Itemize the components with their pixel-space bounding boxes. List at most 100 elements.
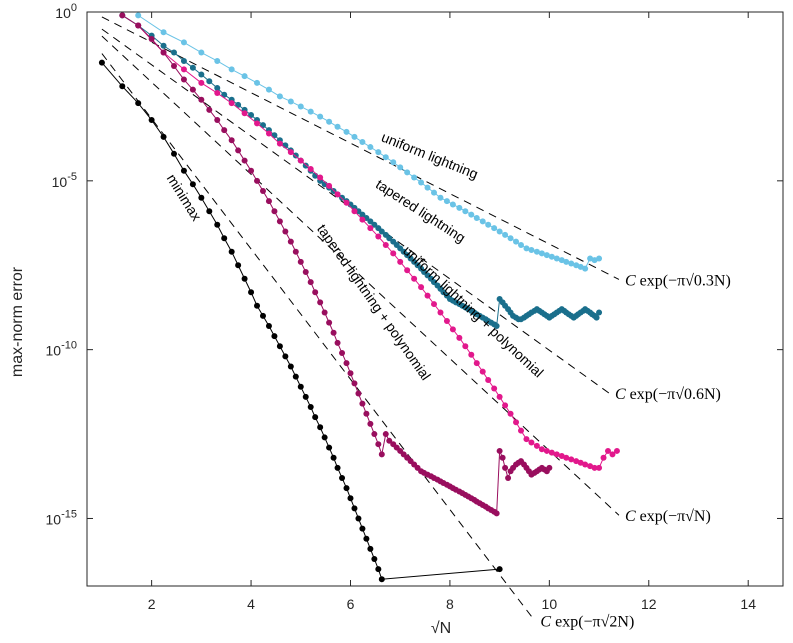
data-point bbox=[339, 350, 346, 357]
data-point bbox=[359, 211, 366, 218]
data-point bbox=[307, 108, 314, 115]
data-point bbox=[287, 149, 294, 156]
data-point bbox=[371, 555, 378, 562]
data-point bbox=[228, 248, 235, 255]
data-point bbox=[160, 42, 167, 49]
data-point bbox=[276, 218, 283, 225]
y-tick-label: 10-15 bbox=[46, 508, 77, 527]
data-point bbox=[375, 441, 382, 448]
x-tick-label: 2 bbox=[148, 596, 156, 612]
data-point bbox=[367, 420, 374, 427]
data-point bbox=[367, 225, 374, 232]
reference-lines: C exp(−π√0.3N) C exp(−π√0.6N) C exp(−π√N) C… bbox=[101, 16, 731, 630]
data-point bbox=[468, 351, 475, 358]
data-point bbox=[334, 123, 341, 130]
data-point bbox=[600, 454, 607, 461]
x-tick-label: 14 bbox=[740, 596, 756, 612]
data-point bbox=[276, 140, 283, 147]
reference-line bbox=[101, 35, 620, 516]
data-point bbox=[523, 245, 530, 252]
data-point bbox=[317, 424, 324, 431]
data-point bbox=[235, 147, 242, 154]
data-point bbox=[241, 275, 248, 282]
data-point bbox=[533, 442, 540, 449]
data-point bbox=[297, 157, 304, 164]
data-point bbox=[367, 218, 374, 225]
data-point bbox=[596, 309, 603, 316]
data-point bbox=[221, 235, 228, 242]
data-point bbox=[343, 485, 350, 492]
data-point bbox=[382, 241, 389, 248]
data-point bbox=[214, 84, 221, 91]
data-point bbox=[431, 189, 438, 196]
data-point bbox=[198, 96, 205, 103]
data-point bbox=[282, 228, 289, 235]
data-point bbox=[347, 370, 354, 377]
data-point bbox=[135, 22, 142, 29]
data-point bbox=[359, 400, 366, 407]
data-point bbox=[221, 127, 228, 134]
data-point bbox=[507, 235, 514, 242]
plot-border bbox=[86, 11, 784, 587]
data-point bbox=[462, 343, 469, 350]
data-point bbox=[363, 410, 370, 417]
data-point bbox=[479, 218, 486, 225]
data-point bbox=[180, 66, 187, 73]
data-point bbox=[307, 166, 314, 173]
data-point bbox=[198, 71, 205, 78]
data-point bbox=[160, 49, 167, 56]
curve-label: tapered lightning + polynomial bbox=[314, 221, 434, 383]
data-point bbox=[135, 12, 142, 19]
data-point bbox=[351, 505, 358, 512]
data-point bbox=[568, 260, 575, 267]
data-point bbox=[206, 208, 213, 215]
data-point bbox=[235, 262, 242, 269]
series-line bbox=[137, 14, 600, 270]
data-point bbox=[378, 451, 385, 458]
data-point bbox=[302, 268, 309, 275]
data-point bbox=[563, 454, 570, 461]
data-point bbox=[171, 63, 177, 70]
data-point bbox=[334, 191, 341, 198]
data-point bbox=[593, 314, 600, 321]
x-tick-label: 4 bbox=[247, 596, 255, 612]
data-point bbox=[189, 86, 196, 93]
data-point bbox=[456, 334, 463, 341]
data-point bbox=[214, 221, 221, 228]
data-point bbox=[355, 390, 362, 397]
data-point bbox=[518, 241, 525, 248]
data-point bbox=[276, 93, 283, 100]
data-point bbox=[334, 464, 341, 471]
plot-frame bbox=[86, 11, 784, 587]
data-point bbox=[241, 73, 248, 80]
data-point bbox=[496, 393, 503, 400]
curve-label: uniform lightning bbox=[379, 129, 480, 182]
reference-line bbox=[101, 53, 535, 621]
data-point bbox=[404, 169, 411, 176]
data-point bbox=[254, 177, 261, 184]
data-point bbox=[371, 221, 378, 228]
data-point bbox=[443, 198, 450, 205]
data-point bbox=[513, 238, 520, 245]
data-point bbox=[180, 76, 187, 83]
data-point bbox=[180, 57, 187, 64]
data-point bbox=[437, 309, 444, 316]
reference-line-label: C exp(−π√2N) bbox=[540, 613, 634, 630]
data-point bbox=[543, 447, 550, 454]
data-point bbox=[386, 437, 393, 444]
x-tick-label: 6 bbox=[347, 596, 355, 612]
data-point bbox=[582, 265, 589, 272]
data-point bbox=[493, 510, 500, 517]
data-point bbox=[248, 111, 255, 118]
data-point bbox=[359, 525, 366, 532]
data-point bbox=[254, 302, 261, 309]
data-point bbox=[228, 100, 235, 107]
data-point bbox=[596, 255, 603, 262]
data-point bbox=[198, 194, 205, 201]
reference-line-label: C exp(−π√N) bbox=[625, 508, 711, 525]
data-point bbox=[568, 456, 575, 463]
data-point bbox=[563, 258, 570, 265]
data-point bbox=[513, 419, 520, 426]
data-point bbox=[502, 402, 509, 409]
data-point bbox=[171, 150, 177, 157]
